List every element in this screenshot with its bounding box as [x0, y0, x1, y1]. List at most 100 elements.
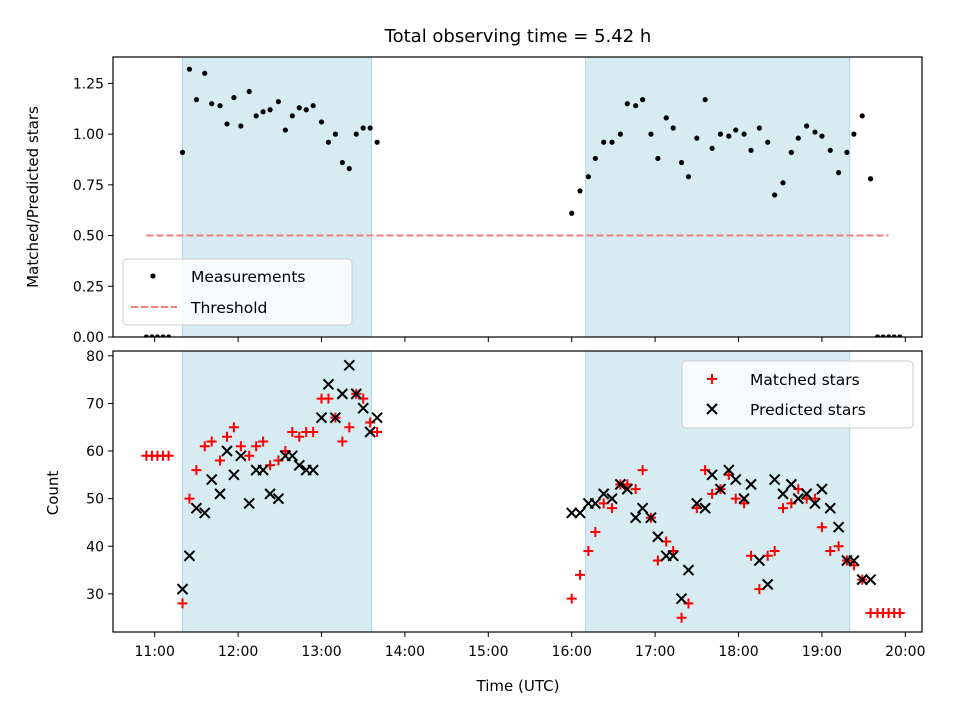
predicted-star-point	[293, 459, 305, 472]
matched-star-point	[607, 503, 618, 514]
measurement-point	[160, 334, 166, 337]
matched-star-point	[583, 546, 594, 557]
top-axes-frame	[112, 56, 923, 338]
matched-star-point	[287, 426, 298, 437]
bottom-y-tick-label: 50	[86, 492, 104, 508]
measurement-point	[780, 180, 786, 186]
predicted-star-point	[183, 550, 196, 562]
predicted-star-point	[723, 464, 735, 476]
predicted-star-point	[228, 469, 240, 481]
predicted-star-point	[364, 426, 376, 438]
top-y-tick-label: 0.25	[73, 279, 104, 295]
matched-star-point	[676, 612, 687, 623]
top-y-tick-label: 0.75	[73, 178, 104, 194]
bottom-y-tick-label: 70	[86, 396, 104, 412]
measurement-point	[617, 131, 623, 137]
matched-star-point	[566, 593, 577, 604]
predicted-star-point	[792, 492, 804, 505]
measurement-point	[143, 334, 149, 337]
bottom-panel: 30 40 50 60 70 80 11:00 12:00 13:00 14:00 15:00 16:…	[86, 349, 925, 660]
measurement-point	[303, 107, 309, 113]
measurement-point	[835, 170, 842, 176]
predicted-star-point	[566, 507, 578, 519]
matched-star-point	[206, 436, 217, 447]
matched-star-point	[235, 441, 246, 452]
measurement-point	[897, 334, 903, 337]
matched-star-point	[199, 441, 210, 452]
matched-star-point	[825, 546, 836, 557]
measurement-point	[577, 188, 583, 194]
predicted-star-point	[350, 388, 362, 400]
measurement-point	[609, 139, 615, 145]
matched-star-point	[730, 493, 741, 504]
measurement-point	[253, 113, 259, 119]
chart-title: Total observing time = 5.42 h	[384, 26, 652, 47]
matched-star-point	[739, 498, 750, 509]
predicted-star-point	[667, 550, 679, 562]
legend-label-predicted: Predicted stars	[750, 401, 866, 419]
bottom-y-tick-label: 60	[86, 444, 104, 460]
legend-matched-marker	[707, 374, 717, 384]
predicted-star-point	[785, 478, 798, 491]
predicted-star-point	[682, 564, 695, 576]
measurement-point	[819, 133, 825, 139]
matched-star-point	[308, 426, 319, 437]
measurement-point	[827, 147, 833, 153]
predicted-star-point	[699, 502, 711, 514]
measurement-point	[332, 131, 339, 137]
top-y-tick-label: 0.00	[73, 330, 104, 346]
bottom-axes-frame	[112, 350, 923, 633]
predicted-star-point	[589, 497, 602, 510]
x-tick-label: 11:00	[135, 644, 175, 660]
predicted-star-point	[190, 502, 203, 514]
bottom-highlight-span	[182, 350, 373, 633]
measurement-point	[640, 97, 646, 103]
measurement-point	[353, 131, 359, 137]
measurement-point	[648, 131, 654, 137]
predicted-star-point	[243, 497, 255, 510]
legend-label-matched: Matched stars	[750, 371, 860, 389]
measurement-point	[289, 113, 295, 119]
matched-star-point	[215, 455, 226, 466]
matched-star-point	[228, 422, 239, 433]
matched-star-point	[251, 441, 262, 452]
measurement-point	[193, 97, 200, 103]
predicted-star-point	[614, 478, 627, 491]
predicted-star-point	[357, 402, 369, 414]
measurement-point	[374, 139, 380, 145]
predicted-star-point	[597, 488, 610, 500]
measurement-point	[209, 101, 215, 107]
matched-star-point	[163, 450, 174, 461]
measurement-point	[859, 113, 865, 119]
predicted-star-point	[176, 583, 189, 595]
measurement-point	[765, 139, 771, 145]
measurement-point	[166, 334, 172, 337]
matched-star-point	[590, 526, 601, 537]
matched-star-point	[258, 436, 269, 447]
bottom-legend-box	[681, 360, 914, 429]
matched-star-point	[323, 393, 334, 404]
predicted-star-point	[816, 483, 828, 495]
matched-star-point	[337, 436, 348, 447]
bottom-y-tick-label: 40	[86, 539, 104, 555]
predicted-star-point	[307, 464, 319, 476]
predicted-star-point	[343, 359, 356, 371]
measurement-point	[325, 139, 332, 145]
bottom-y-axis-label: Count	[44, 471, 62, 516]
predicted-star-point	[606, 492, 618, 505]
matched-star-point	[622, 479, 633, 490]
bottom-y-tick-label: 30	[86, 587, 104, 603]
measurement-point	[886, 334, 892, 337]
measurement-point	[569, 210, 575, 216]
measurement-point	[663, 115, 669, 121]
predicted-star-point	[272, 492, 285, 505]
predicted-star-point	[848, 554, 860, 567]
x-tick-label: 18:00	[718, 644, 758, 660]
measurement-point	[367, 125, 373, 131]
measurement-point	[795, 135, 801, 141]
top-y-tick-label: 1.00	[73, 127, 104, 143]
measurement-point	[670, 125, 676, 131]
measurement-point	[149, 334, 155, 337]
top-legend: Measurements Threshold	[122, 258, 353, 326]
